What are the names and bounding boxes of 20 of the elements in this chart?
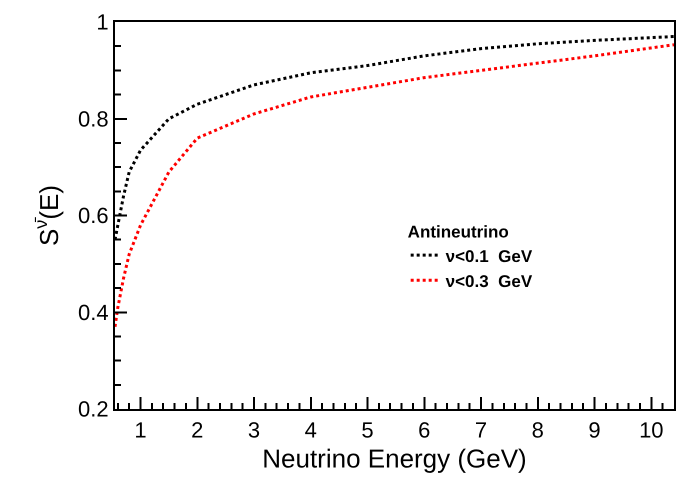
x-axis-title: Neutrino Energy (GeV): [262, 444, 527, 474]
legend-label: ν<0.1 GeV: [446, 246, 533, 266]
x-tick-label: 9: [588, 417, 601, 442]
legend-title: Antineutrino: [408, 222, 509, 242]
legend-label: ν<0.3 GeV: [446, 272, 533, 291]
y-tick-label: 1: [96, 10, 109, 35]
x-tick-label: 10: [639, 417, 664, 442]
x-tick-label: 8: [532, 417, 544, 442]
y-tick-label: 0.2: [78, 396, 109, 422]
x-tick-label: 4: [304, 417, 317, 442]
x-tick-label: 1: [134, 417, 147, 442]
x-tick-label: 3: [248, 417, 260, 442]
x-tick-label: 2: [191, 417, 204, 442]
y-tick-label: 0.4: [78, 300, 109, 325]
line-series: [115, 43, 674, 328]
y-tick-label: 0.6: [78, 203, 109, 228]
x-tick-label: 6: [418, 417, 430, 442]
x-tick-label: 7: [474, 417, 488, 442]
y-tick-label: 0.8: [78, 106, 109, 132]
x-tick-label: 5: [361, 417, 374, 442]
